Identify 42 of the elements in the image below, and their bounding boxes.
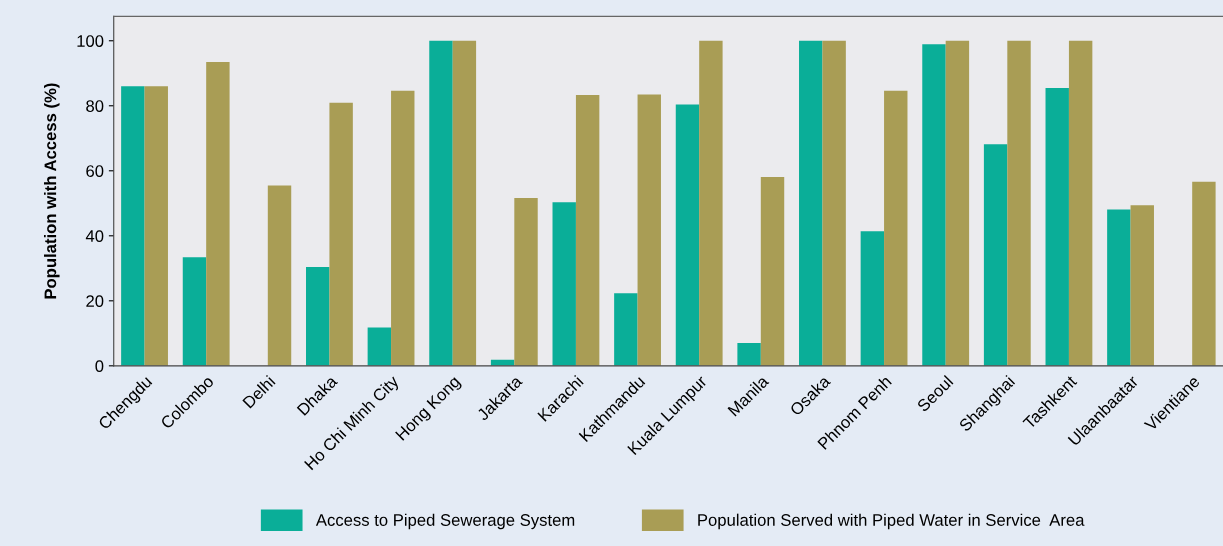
bar <box>884 90 908 366</box>
bar <box>760 176 785 366</box>
bar <box>367 327 392 366</box>
bar <box>1007 40 1031 366</box>
bar <box>822 40 846 366</box>
bar <box>206 61 230 366</box>
y-tick-label: 100 <box>77 35 104 47</box>
bar <box>452 40 477 366</box>
bar <box>922 44 946 366</box>
bar <box>799 40 823 366</box>
bar <box>1107 209 1131 366</box>
y-tick-label: 60 <box>86 165 104 177</box>
legend-label: Population Served with Piped Water in Service Area <box>698 513 1085 530</box>
bar <box>860 231 885 366</box>
bar <box>637 94 661 366</box>
y-tick-label: 0 <box>95 360 104 373</box>
bar <box>552 202 576 366</box>
bar <box>945 40 970 366</box>
y-tick-label: 80 <box>86 100 104 112</box>
bar <box>267 185 292 366</box>
bar <box>675 104 700 366</box>
bar <box>737 343 761 366</box>
bar <box>121 86 145 366</box>
bar <box>614 293 638 366</box>
y-axis-title: Population with Access (%) <box>44 83 60 299</box>
bar <box>699 40 723 366</box>
bar <box>182 257 207 366</box>
bar <box>1130 205 1154 366</box>
bar <box>429 40 453 366</box>
bar <box>306 267 330 366</box>
bar <box>514 198 538 366</box>
bar <box>144 86 168 366</box>
y-tick-label: 20 <box>86 295 104 308</box>
bar <box>391 90 415 366</box>
bar <box>983 144 1008 366</box>
bar <box>575 95 600 366</box>
bar <box>1045 87 1069 366</box>
bar <box>329 102 353 366</box>
bar <box>1068 40 1093 366</box>
legend-label: Access to Piped Sewerage System <box>315 513 575 530</box>
y-tick-label: 40 <box>85 230 104 242</box>
bar <box>1192 181 1216 366</box>
